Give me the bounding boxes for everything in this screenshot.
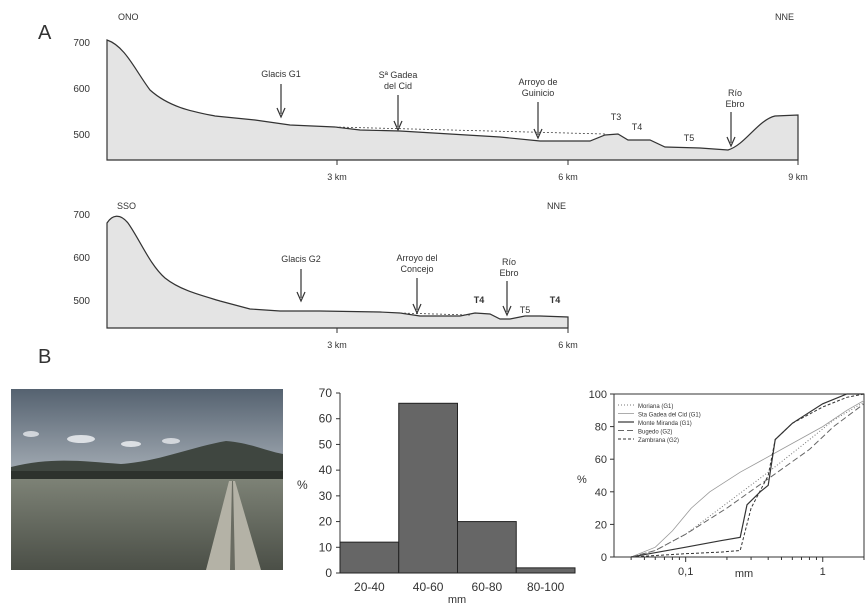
- profile-1-xtick-label: 6 km: [558, 172, 578, 182]
- profile-1-xtick-label: 3 km: [327, 172, 347, 182]
- hist-ytick-label: 50: [319, 437, 333, 451]
- hist-ytick-label: 30: [319, 489, 333, 503]
- arroyo-concejo-label-2: Concejo: [400, 264, 433, 274]
- rio-ebro-annotation-1: Río Ebro: [725, 88, 745, 148]
- profile-2-ytick-label: 600: [73, 253, 90, 264]
- glacis-g2-label: Glacis G2: [281, 254, 321, 264]
- hist-ytick-label: 70: [319, 386, 333, 400]
- ebro-label-1: Ebro: [725, 99, 744, 109]
- cum-legend-label: Moriana (G1): [638, 404, 673, 410]
- cum-ytick-label: 0: [601, 552, 607, 564]
- cum-legend-label: Monte Miranda (G1): [638, 421, 692, 427]
- arroyo-concejo-label-1: Arroyo del: [396, 253, 437, 263]
- panel-letter-a: A: [38, 22, 52, 44]
- terrace-t4-label: T4: [474, 295, 485, 305]
- terrace-t4-label: T4: [632, 122, 643, 132]
- hist-bar: [457, 521, 517, 574]
- terrace-t5-label: T5: [684, 133, 695, 143]
- hist-ytick-label: 40: [319, 463, 333, 477]
- cum-series-line: [630, 403, 865, 558]
- arroyo-guinicio-annotation: Arroyo de Guinicio: [518, 77, 558, 140]
- profile-2-terrain: [106, 215, 569, 329]
- cum-ytick-label: 80: [595, 422, 607, 434]
- hist-category-label: 20-40: [354, 580, 385, 594]
- cum-ytick-label: 20: [595, 519, 607, 531]
- cum-ytick-label: 40: [595, 487, 607, 499]
- profile-2-left-direction: SSO: [117, 201, 136, 211]
- panel-letter-b: B: [38, 346, 52, 368]
- gadea-annotation: Sª Gadea del Cid: [379, 70, 418, 132]
- profile-1-ytick-label: 600: [73, 84, 90, 95]
- topographic-profile-1: 700 600 500 3 km 6 km 9 km ONO NNE Glaci…: [73, 12, 808, 182]
- terrace-t5-label: T5: [520, 305, 531, 315]
- cum-plot-frame: [613, 393, 865, 558]
- rio-label-2: Río: [502, 257, 516, 267]
- cum-ytick-label: 100: [589, 389, 607, 401]
- hist-x-axis-label: mm: [448, 594, 466, 606]
- profile-2-xtick-label: 6 km: [558, 340, 578, 350]
- hist-ytick-label: 60: [319, 412, 333, 426]
- profile-2-ytick-label: 500: [73, 296, 90, 307]
- profile-1-ytick-label: 500: [73, 130, 90, 141]
- arroyo-guinicio-label-2: Guinicio: [522, 88, 555, 98]
- cum-legend-label: Sta Gadea del Cid (G1): [638, 413, 701, 419]
- cum-xtick-label: 1: [820, 566, 826, 578]
- gadea-label-2: del Cid: [384, 81, 412, 91]
- hist-bar: [398, 402, 458, 574]
- cum-legend-label: Zambrana (G2): [638, 438, 679, 444]
- profile-1-terrain: [106, 39, 799, 161]
- glacis-g2-annotation: Glacis G2: [281, 254, 321, 303]
- hist-category-label: 80-100: [527, 580, 565, 594]
- cum-xtick-label: 0,1: [678, 566, 693, 578]
- hist-category-label: 60-80: [472, 580, 503, 594]
- field-photo-illustration: [11, 389, 283, 570]
- tree-line: [11, 471, 283, 481]
- hist-ytick-label: 20: [319, 515, 333, 529]
- hist-ytick-label: 10: [319, 540, 333, 554]
- arroyo-guinicio-label-1: Arroyo de: [518, 77, 557, 87]
- cum-y-axis-label: %: [577, 474, 587, 486]
- rio-ebro-annotation-2: Río Ebro: [499, 257, 519, 317]
- topographic-profile-2: 700 600 500 3 km 6 km SSO NNE Glacis G2 …: [73, 201, 578, 350]
- gadea-label-1: Sª Gadea: [379, 70, 418, 80]
- profile-1-left-direction: ONO: [118, 12, 139, 22]
- hist-ytick-label: 0: [325, 566, 332, 580]
- glacis-g1-annotation: Glacis G1: [261, 69, 301, 119]
- profile-1-ytick-label: 700: [73, 38, 90, 49]
- profile-2-xtick-label: 3 km: [327, 340, 347, 350]
- ebro-label-2: Ebro: [499, 268, 518, 278]
- arroyo-concejo-annotation: Arroyo del Concejo: [396, 253, 438, 315]
- cumulative-grain-size-chart: % mm 0 20 40 60 80 100 0,1 1 Moriana (G1) Sta G…: [577, 389, 865, 580]
- profile-2-right-direction: NNE: [547, 201, 566, 211]
- profile-1-xtick-label: 9 km: [788, 172, 808, 182]
- rio-label-1: Río: [728, 88, 742, 98]
- hist-bar: [515, 567, 576, 574]
- hist-bar: [339, 541, 400, 574]
- hist-category-label: 40-60: [413, 580, 444, 594]
- cum-legend-label: Bugedo (G2): [638, 430, 672, 436]
- cum-series-line: [630, 393, 864, 558]
- profile-1-right-direction: NNE: [775, 12, 794, 22]
- grain-size-histogram: % mm 0 10 20 30 40 50 60 70 20-40 40-60 60-80 80-1…: [297, 386, 576, 606]
- terrace-t4-label-right: T4: [550, 295, 561, 305]
- cum-series-line: [630, 400, 865, 558]
- profile-1-dotted-surface: [334, 126, 606, 135]
- glacis-g1-label: Glacis G1: [261, 69, 301, 79]
- field-photograph: [11, 389, 283, 570]
- cum-ytick-label: 60: [595, 454, 607, 466]
- profile-2-ytick-label: 700: [73, 210, 90, 221]
- cum-x-axis-label: mm: [735, 568, 753, 580]
- hist-y-axis-label: %: [297, 478, 308, 492]
- terrace-t3-label: T3: [611, 112, 622, 122]
